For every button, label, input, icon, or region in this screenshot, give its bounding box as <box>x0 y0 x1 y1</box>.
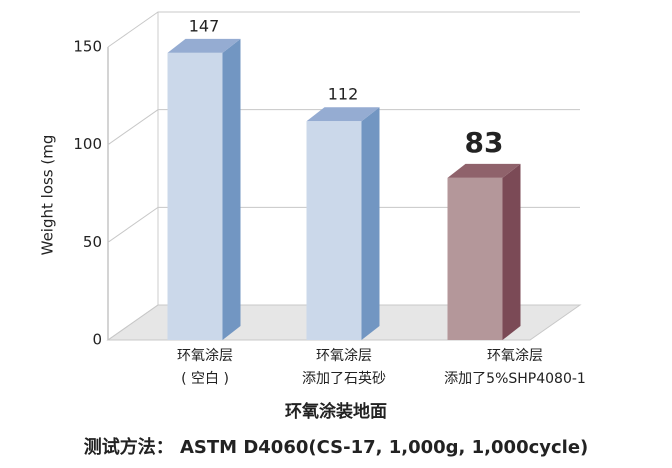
grid-line <box>107 11 580 48</box>
x-tick-label: 环氧涂层 <box>177 348 233 364</box>
bar-side <box>361 107 380 340</box>
footnote: 测试方法： ASTM D4060(CS-17, 1,000g, 1,000cyc… <box>84 436 589 458</box>
grid-line <box>107 304 580 341</box>
grid-line <box>107 109 580 146</box>
bar-side <box>222 38 241 341</box>
x-tick-label: ( 空白 ) <box>181 371 229 387</box>
bar-side <box>502 163 521 340</box>
bar-top <box>167 38 241 53</box>
bar <box>306 121 362 340</box>
bar <box>447 177 503 340</box>
value-label: 83 <box>465 126 504 159</box>
grid-line <box>107 206 580 243</box>
x-tick-label: 环氧涂层 <box>316 348 372 364</box>
x-tick-label: 添加了5%SHP4080-1 <box>444 371 586 387</box>
x-tick-label: 环氧涂层 <box>487 348 543 364</box>
y-tick-label: 0 <box>92 331 102 349</box>
bar-top <box>306 107 380 122</box>
y-tick-label: 50 <box>83 233 102 251</box>
x-tick-label: 添加了石英砂 <box>302 370 386 387</box>
x-axis-label: 环氧涂装地面 <box>285 401 387 422</box>
y-axis-label: Weight loss (mg <box>39 135 57 256</box>
bar <box>167 52 223 341</box>
y-tick-label: 150 <box>73 38 102 56</box>
value-label: 147 <box>189 16 220 35</box>
value-label: 112 <box>328 85 359 104</box>
bar-top <box>447 163 521 178</box>
y-tick-label: 100 <box>73 135 102 153</box>
